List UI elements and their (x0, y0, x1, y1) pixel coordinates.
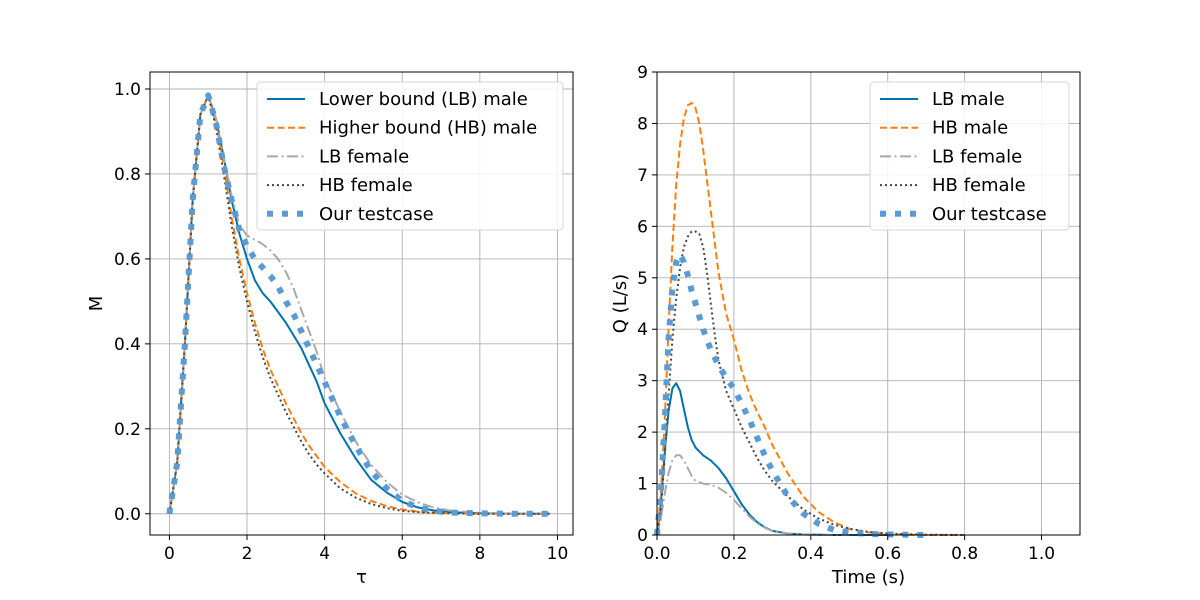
right-y-tick-label: 5 (637, 269, 648, 289)
right-y-axis-label: Q (L/s) (610, 274, 631, 333)
right-y-tick-label: 9 (637, 63, 648, 83)
left-series-line-3 (168, 94, 550, 515)
left-y-tick-label: 1.0 (114, 80, 141, 100)
right-axes-frame (656, 71, 1081, 536)
right-y-tick-label: 6 (637, 217, 648, 237)
right-legend-box (869, 81, 1070, 231)
right-legend-label: HB male (932, 118, 1008, 139)
right-y-tick-label: 7 (637, 166, 648, 186)
left-y-tick-label: 0.6 (114, 250, 141, 270)
left-legend: Lower bound (LB) male Higher bound (HB) m… (256, 81, 564, 231)
left-legend-label: Our testcase (319, 204, 434, 225)
right-ticks: 0.0 0.2 0.4 0.6 0.8 1.0 0 1 2 3 4 5 6 7 8 9 (637, 63, 1055, 564)
right-x-tick-label: 1.0 (1028, 544, 1055, 564)
right-panel: 0.0 0.2 0.4 0.6 0.8 1.0 0 1 2 3 4 5 6 7 8 9 Time (s) Q … (610, 63, 1081, 588)
right-x-axis-label: Time (s) (831, 567, 905, 588)
left-x-tick-label: 10 (547, 544, 569, 564)
right-x-tick-label: 0.8 (951, 544, 978, 564)
left-x-tick-label: 4 (319, 544, 330, 564)
left-x-tick-label: 2 (242, 544, 253, 564)
right-legend-label: Our testcase (932, 204, 1047, 225)
left-y-tick-label: 0.4 (114, 335, 141, 355)
left-y-axis-label: M (86, 296, 107, 312)
left-ticks: 0 2 4 6 8 10 0.0 0.2 0.4 0.6 0.8 1.0 (114, 80, 568, 564)
right-series-line-2 (656, 454, 850, 536)
right-y-tick-label: 1 (637, 475, 648, 495)
right-y-tick-label: 4 (637, 320, 648, 340)
right-y-tick-label: 3 (637, 372, 648, 392)
left-legend-box (256, 81, 564, 231)
left-x-tick-label: 6 (397, 544, 408, 564)
left-y-tick-label: 0.2 (114, 420, 141, 440)
left-legend-label: Higher bound (HB) male (319, 118, 537, 139)
right-series-line-3 (656, 230, 965, 536)
left-legend-label: LB female (319, 146, 409, 167)
right-x-tick-label: 0.0 (643, 544, 670, 564)
right-y-tick-label: 8 (637, 114, 648, 134)
right-x-tick-label: 0.2 (720, 544, 747, 564)
left-legend-label: HB female (319, 175, 413, 196)
left-x-tick-label: 0 (164, 544, 175, 564)
right-legend-label: LB female (932, 146, 1022, 167)
right-series-line-4 (654, 251, 927, 538)
right-legend: LB male HB male LB female HB female Our test… (869, 81, 1070, 231)
left-x-tick-label: 8 (474, 544, 485, 564)
right-legend-label: LB male (932, 89, 1005, 110)
right-y-tick-label: 0 (637, 526, 648, 546)
left-panel: 0 2 4 6 8 10 0.0 0.2 0.4 0.6 0.8 1.0 τ M Lower boun… (86, 71, 574, 588)
right-legend-label: HB female (932, 175, 1026, 196)
right-y-tick-label: 2 (637, 423, 648, 443)
right-x-tick-label: 0.6 (874, 544, 901, 564)
left-legend-label: Lower bound (LB) male (319, 89, 528, 110)
left-axes-frame (149, 71, 574, 536)
left-x-axis-label: τ (356, 567, 367, 588)
right-x-tick-label: 0.4 (797, 544, 824, 564)
left-y-tick-label: 0.0 (114, 505, 141, 525)
left-series (166, 92, 550, 517)
left-y-tick-label: 0.8 (114, 165, 141, 185)
